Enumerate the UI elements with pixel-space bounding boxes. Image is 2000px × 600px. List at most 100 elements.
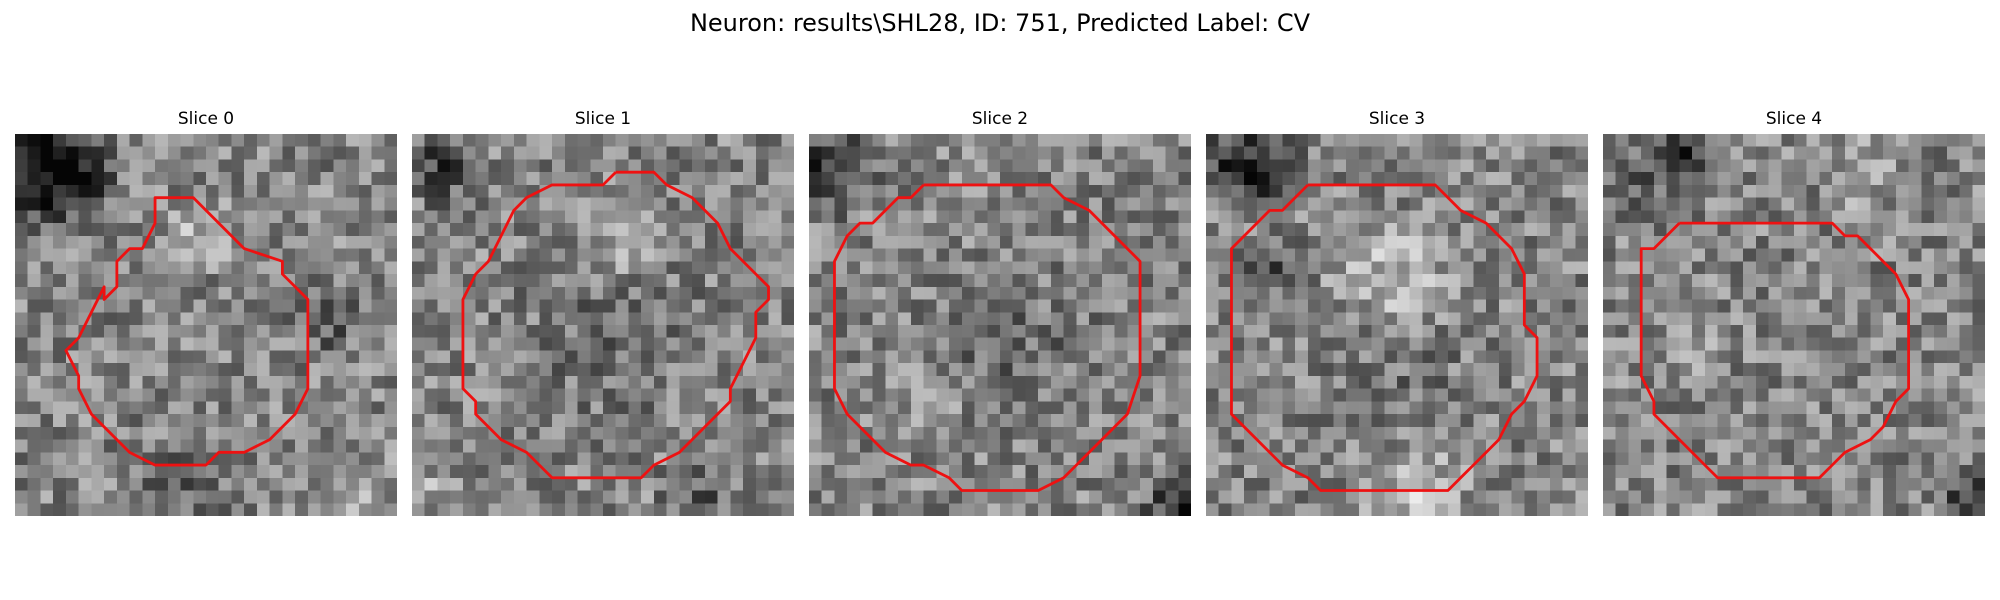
pixel [1025,210,1039,224]
pixel [412,465,425,479]
pixel [961,477,975,491]
pixel [180,337,194,351]
pixel [358,197,372,211]
pixel [1615,363,1629,377]
pixel [358,286,372,300]
pixel [1883,146,1897,160]
pixel [1473,223,1487,237]
pixel [1460,299,1474,313]
pixel [898,426,912,440]
pixel [1256,261,1270,275]
pixel [1409,312,1423,326]
pixel [65,146,79,160]
pixel [539,286,553,300]
pixel [1320,503,1334,516]
pixel [1755,465,1769,479]
pixel [1946,490,1960,504]
pixel [1397,134,1410,147]
pixel [1371,235,1385,249]
pixel [603,184,616,198]
pixel [1692,490,1706,504]
pixel [488,503,502,516]
pixel [358,274,372,288]
pixel [1397,325,1410,338]
pixel [1076,465,1090,479]
pixel [91,274,105,288]
pixel [129,426,143,440]
pixel [488,337,502,351]
pixel [1498,197,1512,211]
pixel [15,134,28,147]
pixel [628,286,642,300]
pixel [1050,274,1064,288]
pixel [552,274,566,288]
pixel [256,261,270,275]
pixel [333,235,347,249]
pixel [1562,452,1576,466]
pixel [129,172,143,186]
pixel [847,325,861,338]
pixel [1730,465,1744,479]
pixel [781,375,794,389]
pixel [1165,210,1179,224]
pixel [1333,299,1347,313]
pixel [666,261,680,275]
pixel [116,184,130,198]
pixel [1178,490,1191,504]
pixel [1346,503,1360,516]
pixel [1806,439,1820,453]
pixel [1870,197,1884,211]
pixel [1883,503,1897,516]
pixel [1269,363,1283,377]
pixel [78,465,92,479]
pixel [1870,325,1884,338]
slice-pixels [809,134,1191,516]
pixel [1615,223,1629,237]
pixel [1934,197,1948,211]
pixel [1641,223,1655,237]
pixel [641,375,655,389]
pixel [1460,375,1474,389]
pixel [53,490,67,504]
pixel [15,426,28,440]
pixel [552,223,566,237]
pixel [167,184,181,198]
pixel [1679,375,1693,389]
pixel [1946,235,1960,249]
pixel [53,312,67,326]
pixel [462,363,476,377]
pixel [1333,325,1347,338]
pixel [1730,477,1744,491]
pixel [1794,274,1807,288]
pixel [244,299,258,313]
pixel [1946,452,1960,466]
pixel [1895,503,1909,516]
pixel [462,223,476,237]
pixel [1603,363,1616,377]
pixel [1206,248,1219,262]
pixel [1641,146,1655,160]
pixel [809,452,822,466]
pixel [755,235,769,249]
pixel [155,388,169,402]
pixel [1218,375,1232,389]
pixel [27,414,41,428]
pixel [1422,414,1436,428]
pixel [1152,337,1166,351]
pixel [755,146,769,160]
pixel [1524,134,1538,147]
pixel [155,465,169,479]
pixel [1409,477,1423,491]
pixel [1615,312,1629,326]
pixel [91,184,105,198]
pixel [1244,325,1258,338]
pixel [1946,439,1960,453]
pixel [513,375,527,389]
pixel [1972,465,1985,479]
pixel [1806,299,1820,313]
pixel [1333,134,1347,147]
pixel [1231,337,1245,351]
pixel [15,477,28,491]
pixel [1000,146,1013,160]
pixel [974,452,988,466]
